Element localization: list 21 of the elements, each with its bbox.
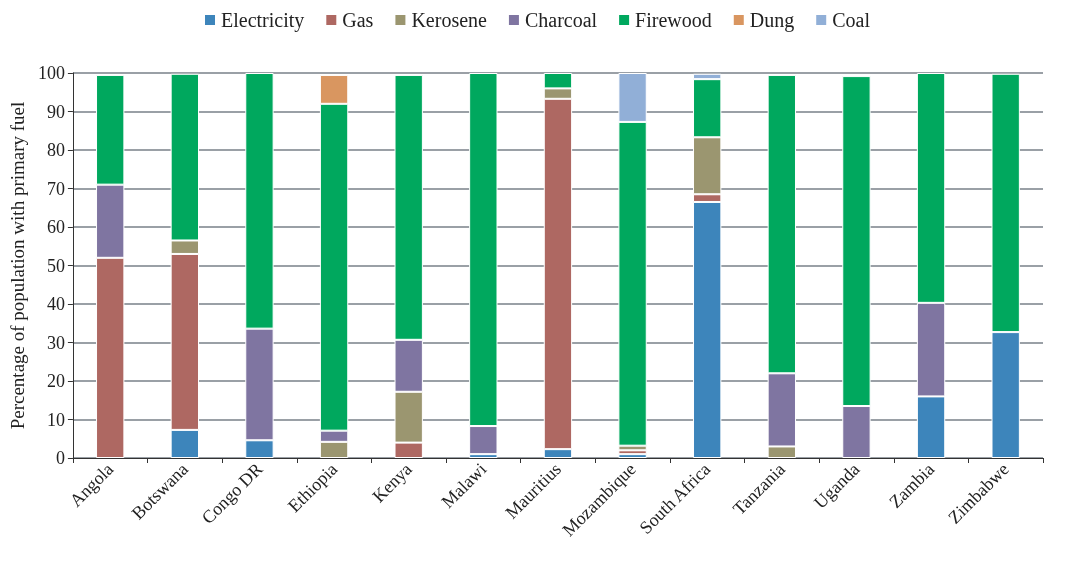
y-tick-label: 80 — [46, 140, 65, 160]
bar — [618, 454, 647, 458]
legend-label: Charcoal — [524, 9, 598, 31]
y-tick-label: 90 — [46, 101, 65, 122]
y-tick-label: 100 — [37, 63, 65, 83]
y-tick-label: 40 — [46, 294, 65, 314]
y-tick-label: 50 — [46, 255, 65, 276]
y-tick-label: 70 — [46, 178, 65, 199]
legend-label: Dung — [749, 9, 795, 32]
y-tick-label: 30 — [46, 332, 65, 353]
y-tick-label: 0 — [55, 448, 65, 468]
bar — [618, 450, 647, 455]
y-tick-label: 60 — [46, 217, 65, 237]
y-axis-title: Percentage of population with primary fuel — [7, 101, 28, 430]
y-tick-label: 10 — [46, 409, 65, 430]
legend-label: Firewood — [635, 9, 712, 31]
legend-label: Gas — [342, 9, 374, 31]
y-tick-label: 20 — [46, 371, 65, 391]
legend-label: Electricity — [221, 9, 305, 32]
legend-label: Kerosene — [411, 9, 488, 31]
legend-label: Coal — [832, 9, 871, 31]
